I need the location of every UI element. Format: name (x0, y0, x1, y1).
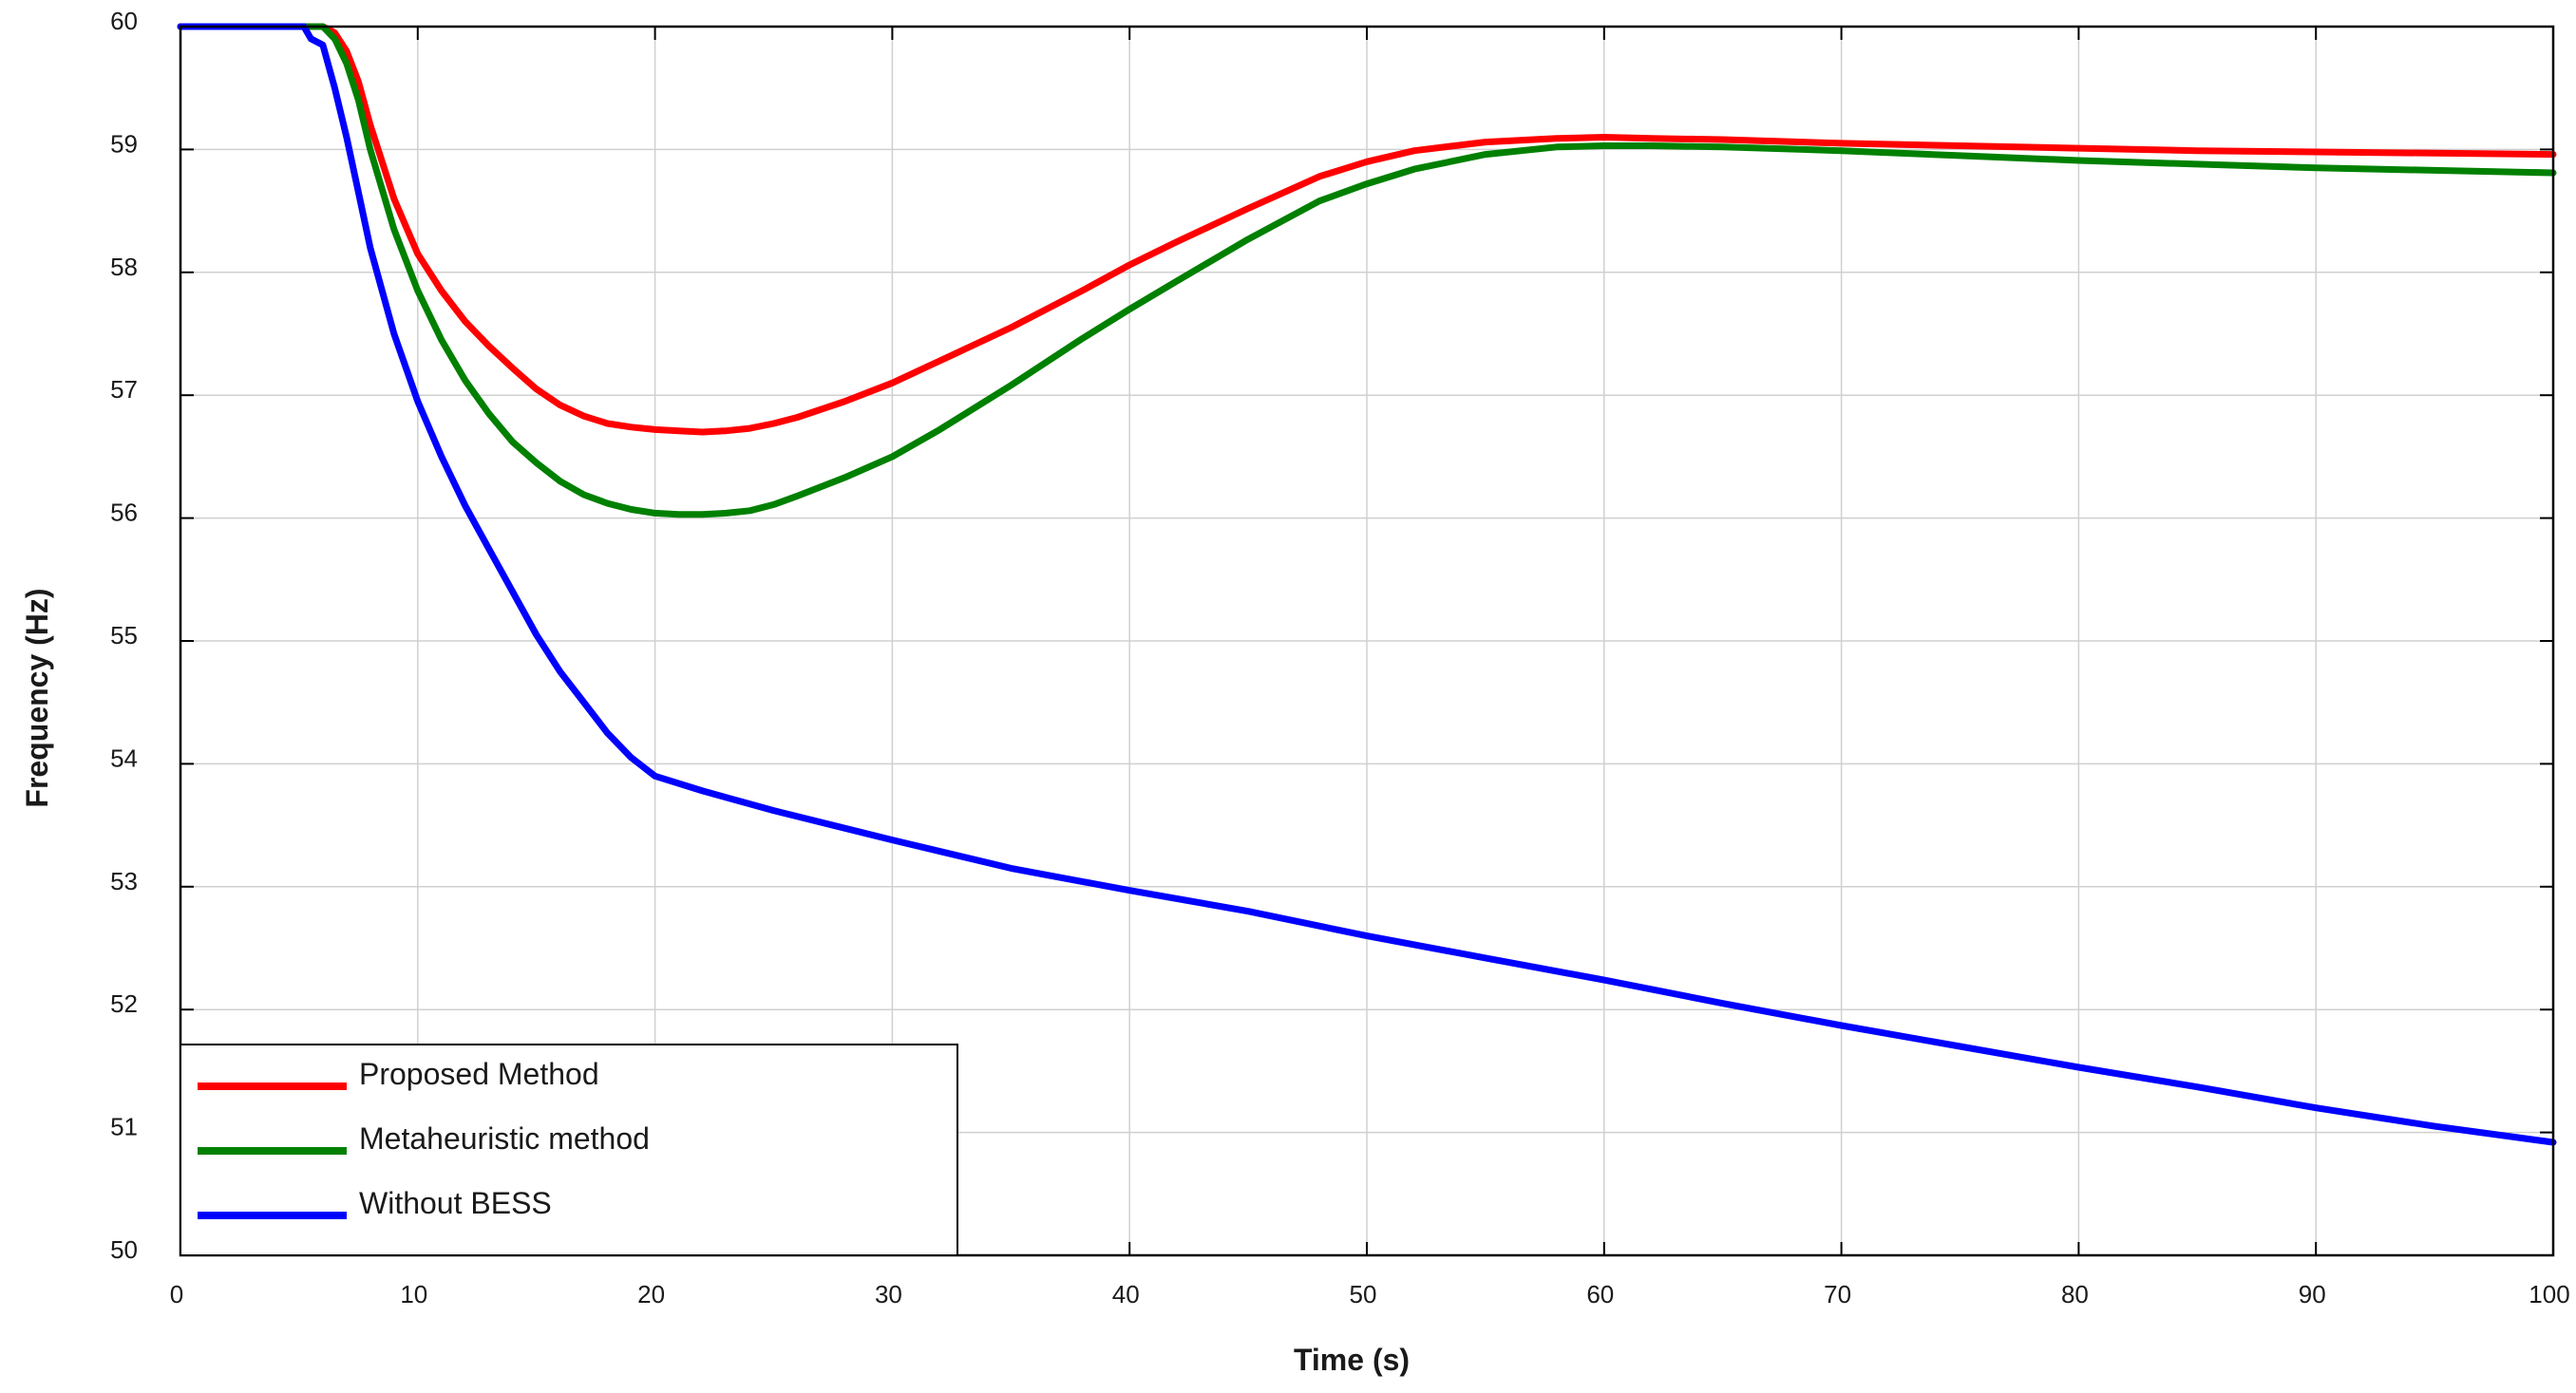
y-tick-label: 60 (110, 7, 138, 35)
series-layer (177, 23, 2557, 1146)
x-axis-title: Time (s) (1294, 1343, 1410, 1377)
axis-ticks: 0 10 20 30 40 50 60 70 80 90 100 50 51 52 53 54 55 56 57 58… (110, 7, 2570, 1308)
legend-label: Without BESS (359, 1186, 552, 1220)
legend-entry-0: Proposed Method (198, 1057, 599, 1091)
series-line-1 (177, 23, 2557, 518)
x-tick-label: 30 (875, 1280, 902, 1308)
y-tick-label: 50 (110, 1235, 138, 1264)
x-tick-label: 80 (2061, 1280, 2089, 1308)
x-tick-label: 20 (637, 1280, 665, 1308)
y-tick-label: 55 (110, 621, 138, 649)
x-tick-label: 100 (2529, 1280, 2569, 1308)
x-tick-label: 10 (400, 1280, 427, 1308)
y-tick-label: 56 (110, 499, 138, 527)
x-tick-label: 60 (1586, 1280, 1614, 1308)
y-tick-label: 54 (110, 744, 138, 772)
x-tick-label: 90 (2299, 1280, 2326, 1308)
series-line-2 (177, 23, 2557, 1146)
y-tick-label: 52 (110, 989, 138, 1018)
x-tick-label: 70 (1824, 1280, 1851, 1308)
x-tick-label: 0 (170, 1280, 183, 1308)
legend-entry-2: Without BESS (198, 1186, 552, 1220)
y-tick-label: 59 (110, 129, 138, 158)
legend-label: Proposed Method (359, 1057, 599, 1091)
legend-label: Metaheuristic method (359, 1121, 650, 1156)
x-tick-label: 50 (1350, 1280, 1377, 1308)
y-axis-title: Frequency (Hz) (20, 588, 54, 807)
legend: Proposed Method Metaheuristic method Wit… (180, 1044, 958, 1256)
y-tick-label: 57 (110, 375, 138, 404)
y-tick-label: 53 (110, 867, 138, 895)
legend-entry-1: Metaheuristic method (198, 1121, 650, 1156)
series-line-0 (177, 23, 2557, 436)
y-tick-label: 58 (110, 253, 138, 281)
y-tick-label: 51 (110, 1113, 138, 1141)
x-tick-label: 40 (1112, 1280, 1140, 1308)
